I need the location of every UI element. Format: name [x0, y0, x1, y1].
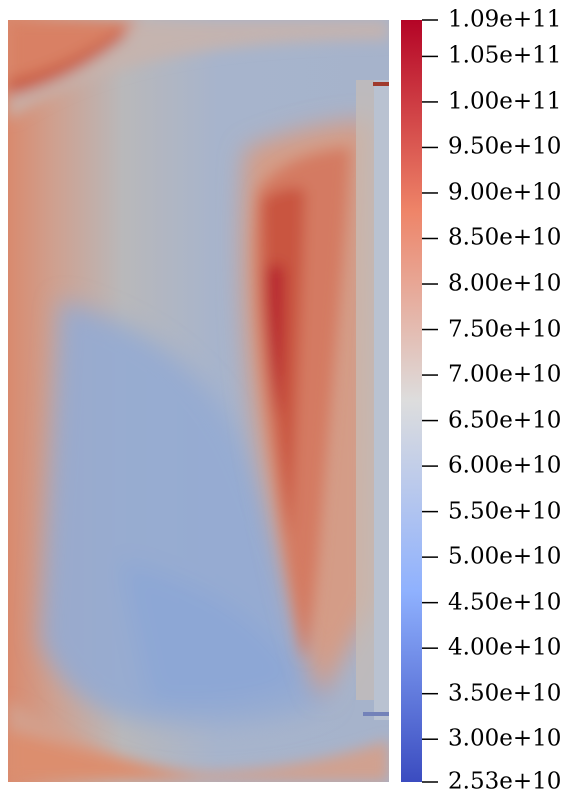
colorbar [401, 19, 438, 783]
colorbar-ticks [422, 19, 438, 783]
field-region [8, 20, 389, 782]
colorbar-gradient [401, 20, 422, 782]
